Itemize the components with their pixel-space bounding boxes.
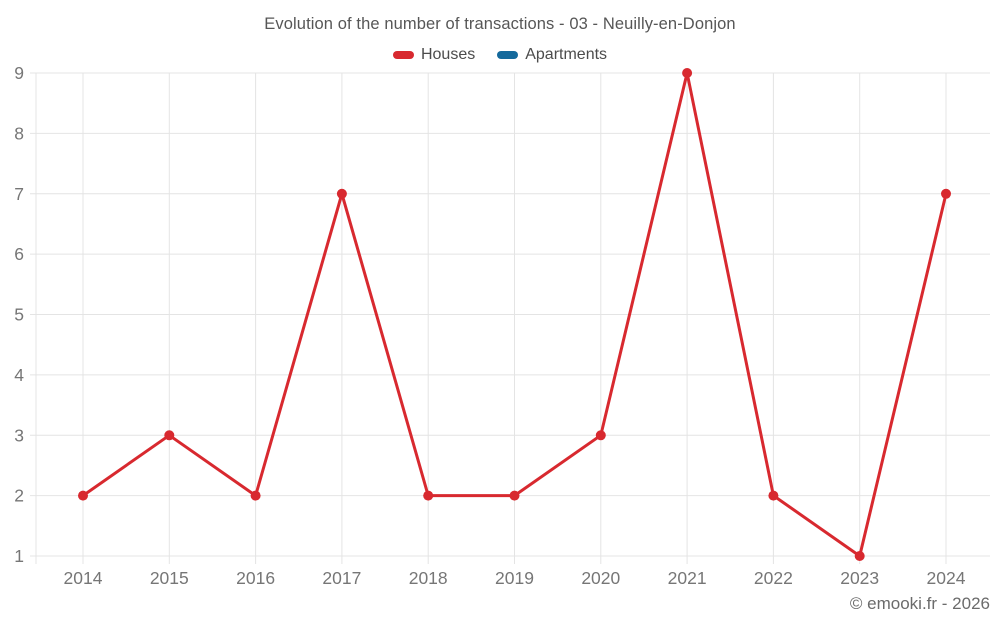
svg-text:5: 5 — [14, 305, 24, 325]
apartments-series-swatch-icon — [497, 51, 519, 59]
svg-text:1: 1 — [14, 546, 24, 566]
svg-text:2019: 2019 — [495, 568, 534, 588]
svg-text:4: 4 — [14, 365, 24, 385]
svg-text:2017: 2017 — [322, 568, 361, 588]
legend: Houses Apartments — [0, 46, 1000, 64]
legend-item-apartments[interactable]: Apartments — [497, 46, 607, 64]
chart-title: Evolution of the number of transactions … — [264, 15, 736, 33]
svg-text:2: 2 — [14, 486, 24, 506]
legend-label-apartments: Apartments — [525, 46, 608, 63]
svg-text:2014: 2014 — [64, 568, 103, 588]
svg-text:2018: 2018 — [409, 568, 448, 588]
svg-text:8: 8 — [14, 123, 24, 143]
svg-text:6: 6 — [14, 244, 24, 264]
svg-text:9: 9 — [14, 63, 24, 83]
houses-series-swatch-icon — [392, 51, 414, 59]
legend-label-houses: Houses — [420, 46, 476, 63]
watermark: © emooki.fr - 2026 — [849, 594, 990, 613]
svg-text:2020: 2020 — [581, 568, 620, 588]
svg-text:2022: 2022 — [754, 568, 793, 588]
legend-item-houses[interactable]: Houses — [392, 46, 476, 64]
svg-text:7: 7 — [14, 184, 24, 204]
svg-text:2021: 2021 — [668, 568, 707, 588]
svg-text:2016: 2016 — [236, 568, 275, 588]
svg-text:3: 3 — [14, 425, 24, 445]
svg-text:2015: 2015 — [150, 568, 189, 588]
svg-text:2023: 2023 — [840, 568, 879, 588]
svg-text:2024: 2024 — [927, 568, 966, 588]
